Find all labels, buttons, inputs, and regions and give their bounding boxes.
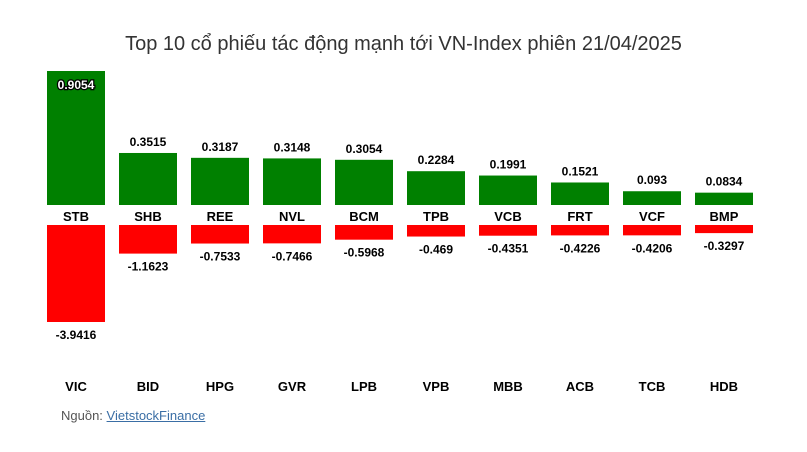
data-label-hpg: -0.7533 xyxy=(200,250,241,264)
data-label-frt: 0.1521 xyxy=(562,164,599,178)
category-label-acb: ACB xyxy=(566,379,594,394)
bar-negative-mbb xyxy=(479,225,537,236)
bar-positive-bcm xyxy=(335,159,393,205)
data-label-bmp: 0.0834 xyxy=(706,175,743,189)
data-label-vcf: 0.093 xyxy=(637,173,667,187)
data-label-hdb: -0.3297 xyxy=(704,239,745,253)
bar-positive-vcf xyxy=(623,191,681,205)
source-prefix: Nguồn: xyxy=(61,408,107,423)
data-label-stb: 0.9054 xyxy=(58,78,95,92)
bar-negative-lpb xyxy=(335,225,393,240)
data-label-tcb: -0.4206 xyxy=(632,241,673,255)
category-label-nvl: NVL xyxy=(279,209,305,224)
data-label-lpb: -0.5968 xyxy=(344,246,385,260)
bar-negative-gvr xyxy=(263,225,321,244)
data-label-ree: 0.3187 xyxy=(202,140,239,154)
category-label-mbb: MBB xyxy=(493,379,523,394)
bar-positive-nvl xyxy=(263,158,321,205)
category-label-bcm: BCM xyxy=(349,209,379,224)
data-label-vic: -3.9416 xyxy=(56,328,97,342)
category-label-hdb: HDB xyxy=(710,379,738,394)
bar-negative-vic xyxy=(47,225,105,322)
category-label-vcf: VCF xyxy=(639,209,665,224)
data-label-acb: -0.4226 xyxy=(560,241,601,255)
bar-negative-tcb xyxy=(623,225,681,236)
data-label-nvl: 0.3148 xyxy=(274,140,311,154)
data-label-vcb: 0.1991 xyxy=(490,158,527,172)
category-label-bid: BID xyxy=(137,379,159,394)
bar-positive-frt xyxy=(551,182,609,205)
bar-positive-bmp xyxy=(695,192,753,205)
category-label-vic: VIC xyxy=(65,379,87,394)
bar-positive-ree xyxy=(191,157,249,205)
bar-positive-tpb xyxy=(407,171,465,205)
category-label-lpb: LPB xyxy=(351,379,377,394)
category-label-gvr: GVR xyxy=(278,379,307,394)
chart-title: Top 10 cổ phiếu tác động mạnh tới VN-Ind… xyxy=(125,33,682,55)
data-label-mbb: -0.4351 xyxy=(488,242,529,256)
category-label-shb: SHB xyxy=(134,209,161,224)
bar-negative-hpg xyxy=(191,225,249,244)
category-label-stb: STB xyxy=(63,209,89,224)
category-label-vcb: VCB xyxy=(494,209,521,224)
category-label-ree: REE xyxy=(207,209,234,224)
data-label-bid: -1.1623 xyxy=(128,260,169,274)
category-label-hpg: HPG xyxy=(206,379,234,394)
bar-negative-bid xyxy=(119,225,177,254)
bar-positive-vcb xyxy=(479,175,537,205)
category-label-bmp: BMP xyxy=(710,209,739,224)
bar-negative-vpb xyxy=(407,225,465,237)
bar-negative-hdb xyxy=(695,225,753,234)
category-label-tcb: TCB xyxy=(639,379,666,394)
bar-positive-shb xyxy=(119,152,177,205)
data-label-vpb: -0.469 xyxy=(419,243,453,257)
category-label-frt: FRT xyxy=(567,209,592,224)
data-label-gvr: -0.7466 xyxy=(272,249,313,263)
bar-negative-acb xyxy=(551,225,609,236)
data-label-bcm: 0.3054 xyxy=(346,142,383,156)
bar-positive-stb xyxy=(47,71,105,205)
source-note: Nguồn: VietstockFinance xyxy=(61,408,205,423)
category-label-vpb: VPB xyxy=(423,379,450,394)
data-label-shb: 0.3515 xyxy=(130,135,167,149)
category-label-tpb: TPB xyxy=(423,209,449,224)
data-label-tpb: 0.2284 xyxy=(418,153,455,167)
source-link[interactable]: VietstockFinance xyxy=(106,408,206,423)
